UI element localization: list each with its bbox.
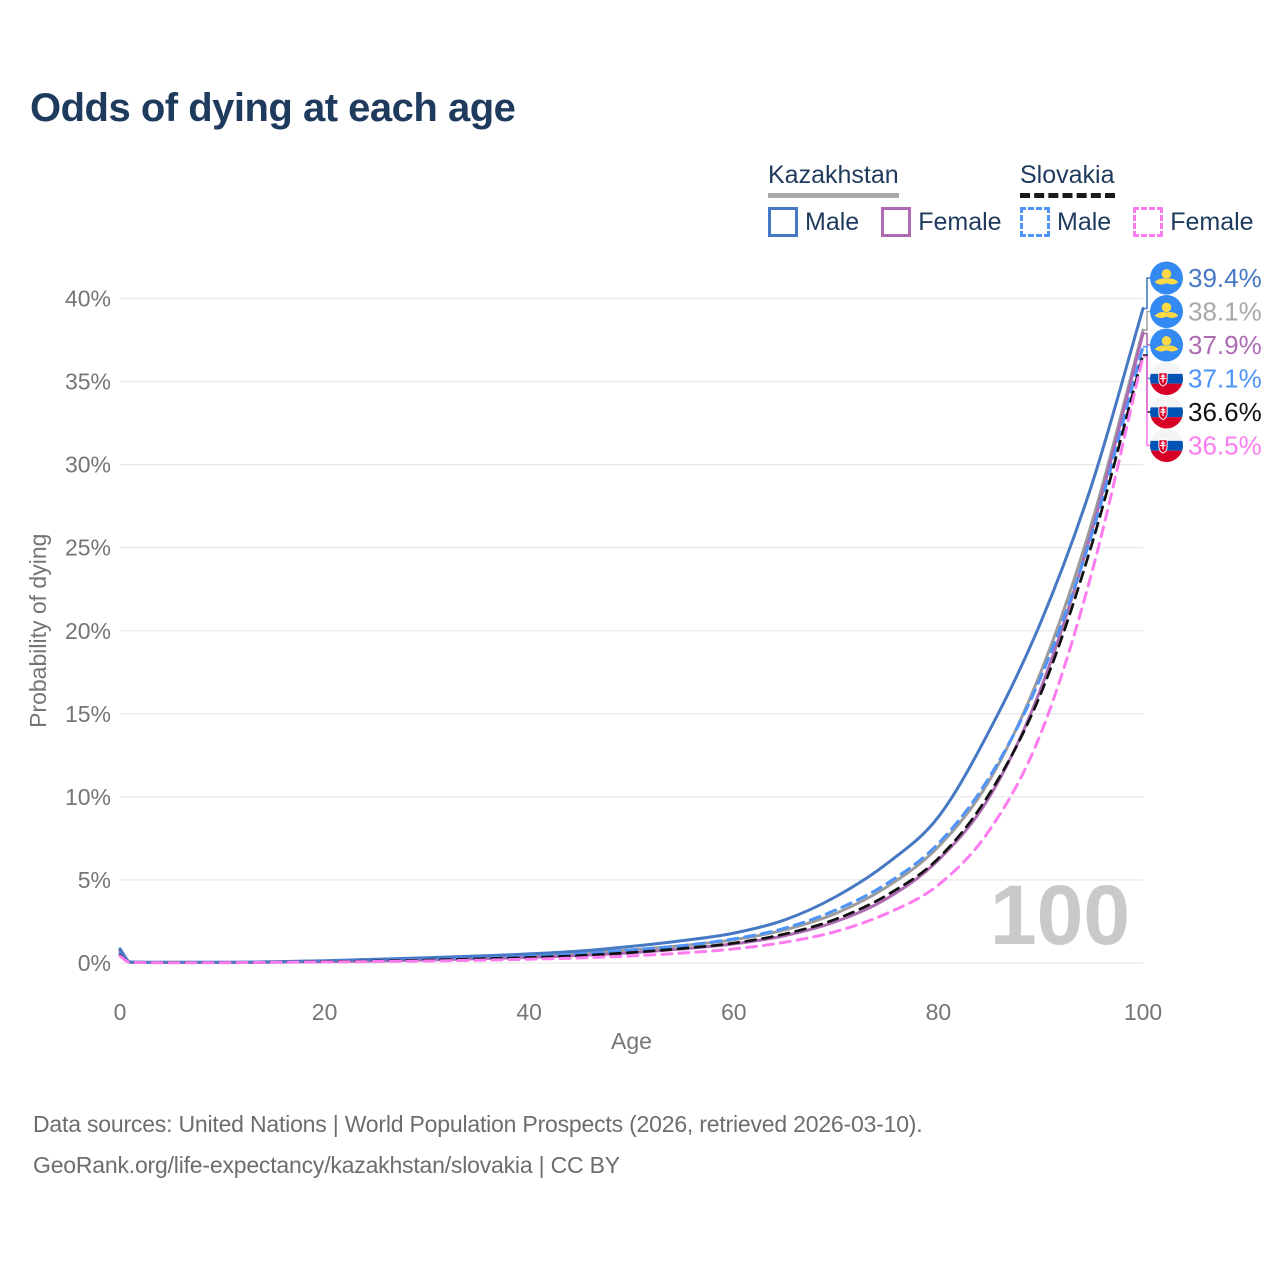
series-line-slovakia-both-sexes[interactable] (118, 353, 1145, 964)
y-tick-label: 25% (65, 535, 111, 561)
y-tick-label: 0% (78, 950, 111, 976)
legend-item-label: Female (918, 207, 1002, 236)
end-value-label: 38.1% (1188, 297, 1262, 327)
y-tick-label: 30% (65, 452, 111, 478)
x-axis-title: Age (611, 1028, 652, 1054)
kazakhstan-flag-icon (1150, 328, 1183, 362)
legend-swatch-icon (1133, 207, 1164, 237)
series-line-kazakhstan-male[interactable] (118, 307, 1145, 964)
legend-item-label: Male (805, 207, 860, 236)
x-tick-label: 80 (926, 999, 952, 1025)
chart-title: Odds of dying at each age (30, 86, 516, 130)
legend-item-label: Male (1057, 207, 1112, 236)
end-value-label: 36.6% (1188, 397, 1262, 427)
legend-country-kz[interactable]: Kazakhstan (768, 161, 899, 198)
age-watermark: 100 (990, 868, 1130, 962)
legend-group-kz: Kazakhstan Male Female (768, 161, 1002, 237)
end-value-label: 39.4% (1188, 263, 1262, 293)
legend-item-label: Female (1170, 207, 1254, 236)
x-tick-label: 0 (114, 999, 127, 1025)
leader-line (1143, 355, 1152, 447)
y-tick-label: 10% (65, 784, 111, 810)
legend-item-kz-female[interactable]: Female (881, 207, 1002, 237)
y-tick-label: 35% (65, 369, 111, 395)
series-line-slovakia-female[interactable] (118, 355, 1145, 965)
x-tick-label: 40 (516, 999, 542, 1025)
leader-line (1143, 277, 1152, 310)
legend-swatch-icon (881, 207, 912, 237)
footer: Data sources: United Nations | World Pop… (33, 1104, 923, 1186)
legend-item-sk-female[interactable]: Female (1133, 207, 1254, 237)
series-line-slovakia-male[interactable] (118, 345, 1145, 964)
end-value-label: 37.9% (1188, 330, 1262, 360)
kazakhstan-flag-icon (1150, 295, 1183, 328)
end-value-label: 37.1% (1188, 364, 1262, 394)
slovakia-flag-icon (1150, 429, 1183, 462)
legend-swatch-icon (1020, 207, 1050, 237)
leader-line (1143, 310, 1152, 331)
x-tick-label: 100 (1124, 999, 1162, 1025)
legend-country-sk[interactable]: Slovakia (1020, 161, 1115, 198)
x-tick-label: 60 (721, 999, 747, 1025)
leader-line (1143, 332, 1152, 346)
footer-attribution: GeoRank.org/life-expectancy/kazakhstan/s… (33, 1152, 620, 1178)
footer-sources: Data sources: United Nations | World Pop… (33, 1111, 923, 1137)
y-axis-title: Probability of dying (25, 534, 51, 728)
y-tick-label: 20% (65, 618, 111, 644)
legend-swatch-icon (768, 207, 798, 237)
y-tick-label: 15% (65, 701, 111, 727)
end-value-label: 36.5% (1188, 431, 1262, 461)
legend-item-kz-male[interactable]: Male (768, 207, 859, 237)
kazakhstan-flag-icon (1150, 261, 1183, 295)
slovakia-flag-icon (1150, 396, 1183, 429)
legend-group-sk: Slovakia Male Female (1020, 161, 1254, 237)
y-tick-label: 5% (78, 867, 111, 893)
slovakia-flag-icon (1150, 362, 1183, 395)
x-tick-label: 20 (312, 999, 338, 1025)
y-tick-label: 40% (65, 286, 111, 312)
legend-item-sk-male[interactable]: Male (1020, 207, 1111, 237)
